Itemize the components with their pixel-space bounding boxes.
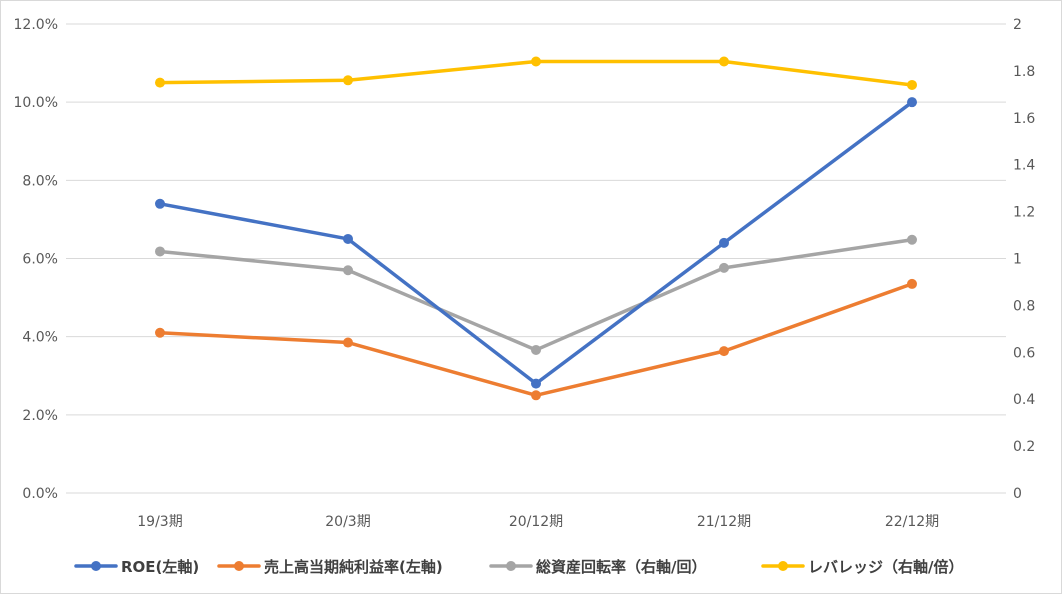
data-point [531, 56, 541, 67]
data-point [719, 262, 729, 273]
left-tick-label: 4.0% [22, 330, 58, 346]
series-line [158, 237, 914, 352]
data-point [343, 265, 353, 276]
data-point [343, 233, 353, 244]
data-point [531, 390, 541, 401]
data-point [719, 346, 729, 357]
series-0 [155, 97, 917, 389]
left-tick-label: 0.0% [22, 486, 58, 502]
right-tick-label: 0.4 [1013, 392, 1035, 408]
left-tick-label: 10.0% [14, 95, 58, 111]
legend-swatch-marker [778, 561, 788, 571]
series-group [155, 56, 917, 401]
right-tick-label: 1 [1013, 252, 1022, 268]
series-1 [155, 278, 917, 401]
legend-swatch-marker [91, 561, 101, 571]
category-label: 20/12期 [509, 514, 563, 530]
category-label: 21/12期 [697, 514, 751, 530]
data-point [907, 97, 917, 108]
data-point [155, 327, 165, 338]
legend-item: 総資産回転率（右軸/回） [489, 558, 706, 576]
category-axis-labels: 19/3期 20/3期 20/12期 21/12期 22/12期 [137, 514, 939, 530]
data-point [155, 246, 165, 257]
data-point [907, 234, 917, 245]
right-tick-label: 0.6 [1013, 345, 1035, 361]
legend-item: レバレッジ（右軸/倍） [761, 558, 963, 576]
right-tick-label: 0.8 [1013, 298, 1035, 314]
data-point [719, 237, 729, 248]
legend-label: 総資産回転率（右軸/回） [536, 558, 706, 576]
data-point [155, 198, 165, 209]
legend-swatch-marker [234, 561, 244, 571]
left-axis-ticks: 0.0% 2.0% 4.0% 6.0% 8.0% 10.0% 12.0% [14, 17, 58, 502]
series-line [158, 100, 914, 386]
right-tick-label: 1.4 [1013, 158, 1035, 174]
series-2 [155, 234, 917, 355]
category-label: 20/3期 [325, 514, 370, 530]
legend-swatch-marker [506, 561, 516, 571]
legend-label: 売上高当期純利益率(左軸) [264, 558, 443, 576]
category-label: 19/3期 [137, 514, 182, 530]
legend-label: レバレッジ（右軸/倍） [808, 558, 963, 576]
right-tick-label: 0.2 [1013, 439, 1035, 455]
series-3 [155, 56, 917, 90]
right-tick-label: 1.6 [1013, 111, 1035, 127]
left-tick-label: 6.0% [22, 252, 58, 268]
legend-item: 売上高当期純利益率(左軸) [217, 558, 443, 576]
left-tick-label: 12.0% [14, 17, 58, 33]
right-axis-ticks: 0 0.2 0.4 0.6 0.8 1 1.2 1.4 1.6 1.8 2 [1013, 17, 1035, 502]
legend: ROE(左軸) 売上高当期純利益率(左軸) 総資産回転率（右軸/回） レバレッジ（右軸… [74, 558, 963, 576]
data-point [531, 378, 541, 389]
category-label: 22/12期 [885, 514, 939, 530]
data-point [907, 278, 917, 289]
right-tick-label: 1.8 [1013, 64, 1035, 80]
legend-item: ROE(左軸) [74, 558, 199, 576]
right-tick-label: 1.2 [1013, 205, 1035, 221]
data-point [343, 337, 353, 348]
legend-label: ROE(左軸) [121, 558, 199, 576]
left-tick-label: 8.0% [22, 173, 58, 189]
data-point [719, 56, 729, 67]
right-tick-label: 2 [1013, 17, 1022, 33]
data-point [531, 344, 541, 355]
gridlines [66, 23, 1006, 494]
data-point [907, 79, 917, 90]
data-point [155, 77, 165, 88]
right-tick-label: 0 [1013, 486, 1022, 502]
left-tick-label: 2.0% [22, 408, 58, 424]
data-point [343, 75, 353, 86]
